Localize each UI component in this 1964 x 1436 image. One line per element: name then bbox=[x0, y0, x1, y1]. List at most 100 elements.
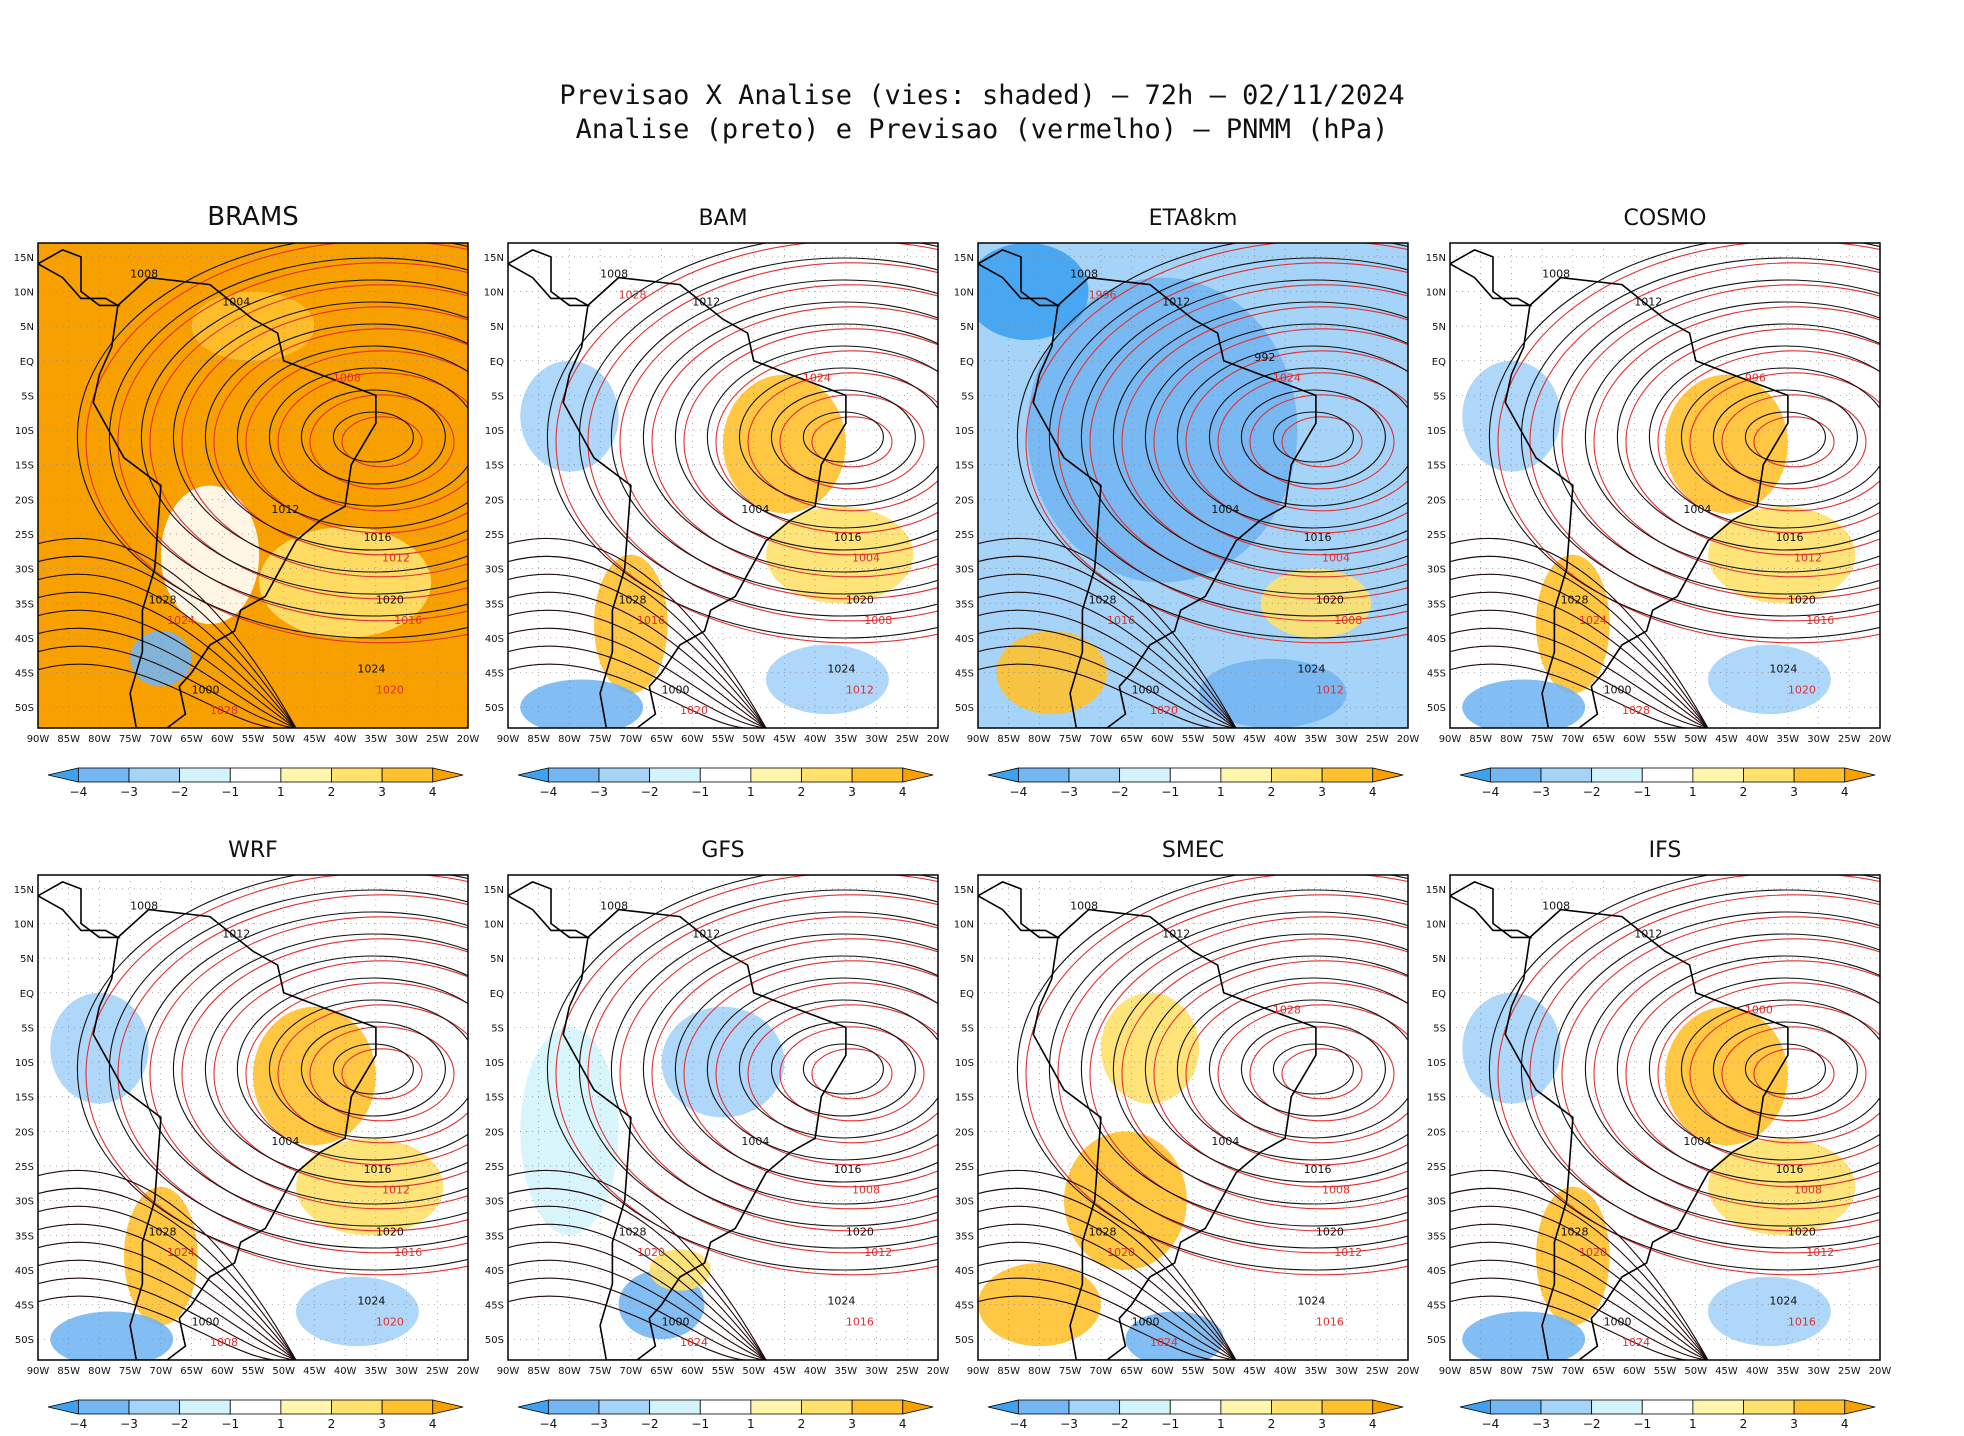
forecast-isobar bbox=[245, 982, 468, 1166]
longitude-tick-label: 25W bbox=[1838, 1366, 1861, 1377]
latitude-tick-label: 45S bbox=[15, 1301, 34, 1312]
forecast-isobar bbox=[1185, 350, 1408, 534]
longitude-tick-label: 65W bbox=[1592, 1366, 1615, 1377]
latitude-tick-label: 15N bbox=[1426, 885, 1446, 896]
colorbar-arrow-left bbox=[517, 767, 549, 783]
longitude-tick-label: 30W bbox=[1335, 1366, 1358, 1377]
latitude-tick-label: 25S bbox=[15, 530, 34, 541]
forecast-isobar-label: 1016 bbox=[394, 1246, 422, 1259]
forecast-isobar bbox=[1025, 875, 1408, 1276]
analysis-isobar bbox=[1176, 977, 1408, 1161]
longitude-tick-label: 75W bbox=[119, 1366, 142, 1377]
forecast-isobar bbox=[1593, 306, 1880, 578]
colorbar-swatch bbox=[851, 767, 904, 783]
forecast-isobar bbox=[277, 372, 468, 512]
latitude-tick-label: 50S bbox=[1427, 703, 1446, 714]
forecast-isobar-label: 1016 bbox=[846, 1315, 874, 1328]
longitude-tick-label: 45W bbox=[303, 1366, 326, 1377]
forecast-isobar-label: 1016 bbox=[637, 614, 665, 627]
longitude-tick-label: 90W bbox=[967, 734, 990, 745]
longitude-tick-label: 30W bbox=[395, 1366, 418, 1377]
analysis-isobar bbox=[1450, 1205, 1709, 1360]
analysis-isobar bbox=[738, 367, 938, 507]
colorbar-label: 4 bbox=[899, 1417, 907, 1431]
colorbar: −4 −3 −2 −1 1 2 3 4 bbox=[1459, 767, 1876, 799]
latitude-tick-label: 20S bbox=[955, 1127, 974, 1138]
bias-shading-region bbox=[520, 679, 644, 728]
analysis-isobar-label: 1004 bbox=[741, 1135, 769, 1148]
analysis-isobar-label: 1004 bbox=[271, 1135, 299, 1148]
colorbar-swatch bbox=[229, 767, 282, 783]
forecast-isobar bbox=[1089, 284, 1408, 600]
colorbar-arrow-left bbox=[47, 767, 79, 783]
forecast-isobar-label: 1024 bbox=[803, 372, 831, 385]
colorbar-label: −2 bbox=[641, 1417, 659, 1431]
analysis-isobar bbox=[508, 573, 767, 728]
analysis-isobar bbox=[1552, 279, 1880, 595]
colorbar-label: 1 bbox=[747, 785, 755, 799]
longitude-tick-label: 20W bbox=[457, 1366, 480, 1377]
longitude-tick-label: 75W bbox=[1059, 734, 1082, 745]
analysis-isobar bbox=[1744, 1043, 1826, 1095]
analysis-isobar bbox=[1712, 1021, 1858, 1117]
longitude-tick-label: 50W bbox=[1212, 1366, 1235, 1377]
south-america-coastline bbox=[92, 908, 377, 1360]
latitude-tick-label: 15N bbox=[14, 253, 34, 264]
analysis-isobar bbox=[38, 1205, 297, 1360]
panel-frame bbox=[977, 874, 1409, 1361]
longitude-tick-label: 30W bbox=[865, 734, 888, 745]
forecast-isobar bbox=[683, 328, 938, 556]
forecast-isobar bbox=[277, 1004, 468, 1144]
colorbar-swatch bbox=[280, 767, 332, 783]
colorbar-swatch bbox=[77, 1399, 130, 1415]
forecast-isobar-label: 1024 bbox=[167, 1246, 195, 1259]
forecast-isobar-label: 1008 bbox=[852, 1184, 880, 1197]
longitude-tick-label: 35W bbox=[1777, 734, 1800, 745]
forecast-isobar bbox=[747, 372, 938, 512]
analysis-isobar bbox=[268, 367, 468, 507]
latitude-tick-label: 50S bbox=[955, 703, 974, 714]
latitude-tick-label: 10N bbox=[1426, 920, 1446, 931]
panel-cosmo: 1008 1012 1004 1016 1020 1024 1028 1000 1012 1016… bbox=[1426, 206, 1892, 799]
forecast-isobar bbox=[1153, 960, 1408, 1188]
analysis-isobar bbox=[1208, 999, 1408, 1139]
longitude-tick-label: 35W bbox=[1305, 1366, 1328, 1377]
analysis-isobar bbox=[578, 889, 938, 1249]
analysis-isobar bbox=[978, 1259, 1237, 1360]
colorbar-swatch bbox=[1169, 767, 1222, 783]
colorbar-label: −4 bbox=[540, 1417, 558, 1431]
analysis-isobar bbox=[1112, 301, 1408, 573]
forecast-isobar-label: 1028 bbox=[1622, 704, 1650, 717]
analysis-isobar-label: 1008 bbox=[1070, 900, 1098, 913]
latitude-tick-label: 20S bbox=[1427, 1127, 1446, 1138]
latitude-tick-label: 30S bbox=[955, 1197, 974, 1208]
bias-shading-region bbox=[50, 1311, 174, 1360]
analysis-isobar bbox=[1048, 889, 1408, 1249]
colorbar-label: 4 bbox=[1841, 1417, 1849, 1431]
analysis-isobar-label: 1020 bbox=[376, 593, 404, 606]
latitude-tick-label: 20S bbox=[955, 495, 974, 506]
panel-brams: 1008 1004 1012 1016 1020 1024 1028 1000 1012 1016… bbox=[14, 202, 480, 799]
analysis-isobar-label: 1008 bbox=[1542, 268, 1570, 281]
analysis-isobar bbox=[706, 345, 938, 529]
analysis-isobar bbox=[204, 323, 468, 551]
forecast-isobar-label: 1008 bbox=[210, 1336, 238, 1349]
longitude-tick-label: 20W bbox=[1397, 1366, 1420, 1377]
longitude-tick-label: 30W bbox=[865, 1366, 888, 1377]
bias-shading-region bbox=[252, 1006, 376, 1146]
analysis-isobar bbox=[508, 1205, 767, 1360]
colorbar-label: 1 bbox=[1689, 785, 1697, 799]
latitude-tick-label: 40S bbox=[1427, 634, 1446, 645]
latitude-tick-label: 45S bbox=[955, 1301, 974, 1312]
analysis-isobar-label: 1000 bbox=[1604, 683, 1632, 696]
colorbar-arrow-right bbox=[432, 1399, 464, 1415]
analysis-isobar bbox=[978, 1277, 1237, 1360]
colorbar-arrow-right bbox=[1372, 767, 1404, 783]
forecast-isobar bbox=[587, 894, 938, 1254]
analysis-isobar bbox=[38, 591, 297, 728]
latitude-tick-label: 45S bbox=[485, 669, 504, 680]
colorbar-label: −3 bbox=[1532, 1417, 1550, 1431]
panel-model-title: SMEC bbox=[1162, 838, 1224, 863]
bias-shading-background bbox=[508, 243, 938, 728]
bias-shading-region bbox=[1462, 360, 1561, 472]
